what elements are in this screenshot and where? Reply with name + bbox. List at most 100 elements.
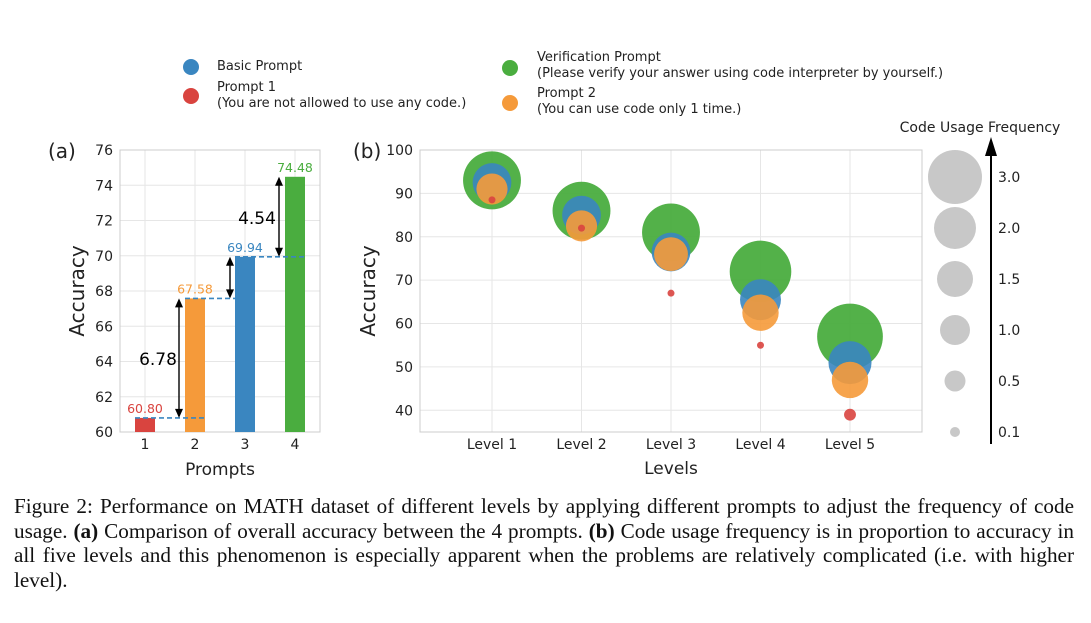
panel-b-xtick-label: Level 3: [646, 437, 696, 453]
size-legend-arrowhead: [985, 137, 997, 156]
legend-prompt2-marker: [502, 95, 518, 111]
panel-a-bar-1: [135, 417, 155, 432]
panel-a-ytick-label: 72: [95, 214, 113, 230]
size-legend-label: 3.0: [998, 170, 1020, 186]
panel-a-arrowhead: [226, 289, 234, 299]
caption-text-3: Code usage frequency is in proportion to…: [14, 518, 1074, 592]
panel-a-arrowhead: [226, 256, 234, 266]
legend-prompt1-sub: (You are not allowed to use any code.): [217, 96, 466, 111]
size-legend-bubble: [940, 315, 970, 345]
panel-a-x-ticks: 1 2 3 4: [141, 437, 300, 453]
panel-a-ylabel: Accuracy: [65, 245, 89, 336]
panel-b-xtick-label: Level 1: [467, 437, 517, 453]
panel-a-ytick-label: 68: [95, 284, 113, 300]
size-legend-bubble: [937, 261, 973, 297]
panel-a-ytick-label: 76: [95, 143, 113, 159]
figure-caption: Figure 2: Performance on MATH dataset of…: [14, 494, 1074, 592]
panel-a-bar-2: [185, 298, 205, 432]
panel-b-tag: (b): [353, 139, 381, 163]
panel-a-value-label: 74.48: [277, 160, 313, 175]
panel-a-xtick-label: 3: [241, 437, 250, 453]
panel-a-ytick-label: 70: [95, 249, 113, 265]
panel-b-ytick-label: 80: [395, 230, 413, 246]
panel-b-ytick-label: 60: [395, 317, 413, 333]
legend-prompt2-sub: (You can use code only 1 time.): [537, 102, 741, 117]
panel-a-ytick-label: 66: [95, 319, 113, 335]
legend-prompt1-label: Prompt 1: [217, 80, 276, 95]
panel-a-value-label: 60.80: [127, 401, 163, 416]
panel-a-ytick-label: 60: [95, 425, 113, 441]
size-legend-label: 1.0: [998, 323, 1020, 339]
size-legend: Code Usage Frequency 3.0 2.0 1.5 1.0 0.5 0.1: [900, 120, 1061, 444]
caption-text-1: Performance on MATH dataset of different…: [14, 494, 1074, 543]
size-legend-title: Code Usage Frequency: [900, 120, 1061, 136]
figure: Basic Prompt Prompt 1 (You are not allow…: [48, 50, 1061, 480]
panel-b-x-ticks: Level 1 Level 2 Level 3 Level 4 Level 5: [467, 437, 875, 453]
panel-a-value-label: 69.94: [227, 240, 263, 255]
panel-b-point-prompt-1-level-2: [578, 224, 585, 232]
legend-prompt2-label: Prompt 2: [537, 86, 596, 101]
panel-b-point-prompt-2-level-5: [831, 361, 869, 399]
legend-basic-label: Basic Prompt: [217, 59, 302, 74]
panel-b-ytick-label: 40: [395, 403, 413, 419]
panel-b-ytick-label: 70: [395, 273, 413, 289]
caption-fig-label: Figure 2:: [14, 494, 93, 518]
panel-b-frame: [419, 149, 923, 433]
size-legend-bubble: [934, 207, 976, 249]
panel-b-point-prompt-1-level-3: [667, 289, 675, 297]
panel-a-y-ticks: 60 62 64 66 68 70 72 74 76: [95, 143, 113, 441]
panel-a-ytick-label: 74: [95, 178, 113, 194]
panel-a-xtick-label: 2: [191, 437, 200, 453]
size-legend-label: 2.0: [998, 221, 1020, 237]
panel-a-ytick-label: 64: [95, 355, 113, 371]
panel-a-tag: (a): [48, 139, 76, 163]
panel-a-xtick-label: 4: [291, 437, 300, 453]
panel-b-y-ticks: 40 50 60 70 80 90 100: [386, 143, 413, 419]
panel-a-ytick-label: 62: [95, 390, 113, 406]
size-legend-bubble: [950, 427, 960, 437]
panel-a-bar-4: [285, 176, 305, 432]
panel-b-xtick-label: Level 5: [825, 437, 875, 453]
size-legend-bubble: [944, 370, 966, 392]
panel-a-arrowhead: [175, 298, 183, 308]
panel-b-ytick-label: 50: [395, 360, 413, 376]
panel-b-xtick-label: Level 2: [556, 437, 606, 453]
panel-a-arrowhead: [275, 247, 283, 257]
panel-a-frame: [119, 149, 321, 433]
panel-b-point-prompt-1-level-1: [488, 196, 496, 204]
legend-prompt1-marker: [183, 88, 199, 104]
panel-a-bar-3: [235, 256, 255, 432]
panel-a-bars: 60.80 67.58 69.94 74.48: [127, 160, 313, 432]
panel-a-value-label: 67.58: [177, 281, 213, 296]
panel-a-diff-label: 6.78: [139, 350, 177, 370]
panel-b-points: [463, 151, 883, 421]
size-legend-label: 1.5: [998, 272, 1020, 288]
legend-verification-marker: [502, 60, 518, 76]
size-legend-label: 0.5: [998, 374, 1020, 390]
panel-a-annotations: 6.78 4.54: [135, 176, 305, 419]
panel-b-point-prompt-1-level-5: [844, 408, 856, 421]
panel-b-ylabel: Accuracy: [356, 245, 380, 336]
legend-verification-label: Verification Prompt: [537, 50, 661, 65]
caption-text-2: Comparison of overall accuracy between t…: [98, 518, 589, 543]
legend-basic-marker: [183, 59, 199, 75]
legend: Basic Prompt Prompt 1 (You are not allow…: [183, 50, 943, 117]
size-legend-bubble: [928, 150, 982, 204]
caption-b-label: (b): [588, 518, 615, 543]
panel-b-point-prompt-2-level-1: [476, 173, 508, 205]
panel-b-xtick-label: Level 4: [735, 437, 785, 453]
panel-a-arrowhead: [275, 176, 283, 186]
panel-b-point-prompt-2-level-4: [742, 294, 779, 331]
panel-a-xlabel: Prompts: [185, 460, 255, 480]
legend-verification-sub: (Please verify your answer using code in…: [537, 66, 943, 81]
panel-b-ytick-label: 100: [386, 143, 413, 159]
panel-b-ytick-label: 90: [395, 186, 413, 202]
panel-a-xtick-label: 1: [141, 437, 150, 453]
panel-a-arrowhead: [175, 408, 183, 418]
size-legend-label: 0.1: [998, 425, 1020, 441]
panel-b-xlabel: Levels: [644, 459, 698, 479]
panel-b-point-prompt-1-level-4: [757, 341, 764, 349]
caption-a-label: (a): [73, 518, 99, 543]
panel-a-diff-label: 4.54: [238, 209, 276, 229]
